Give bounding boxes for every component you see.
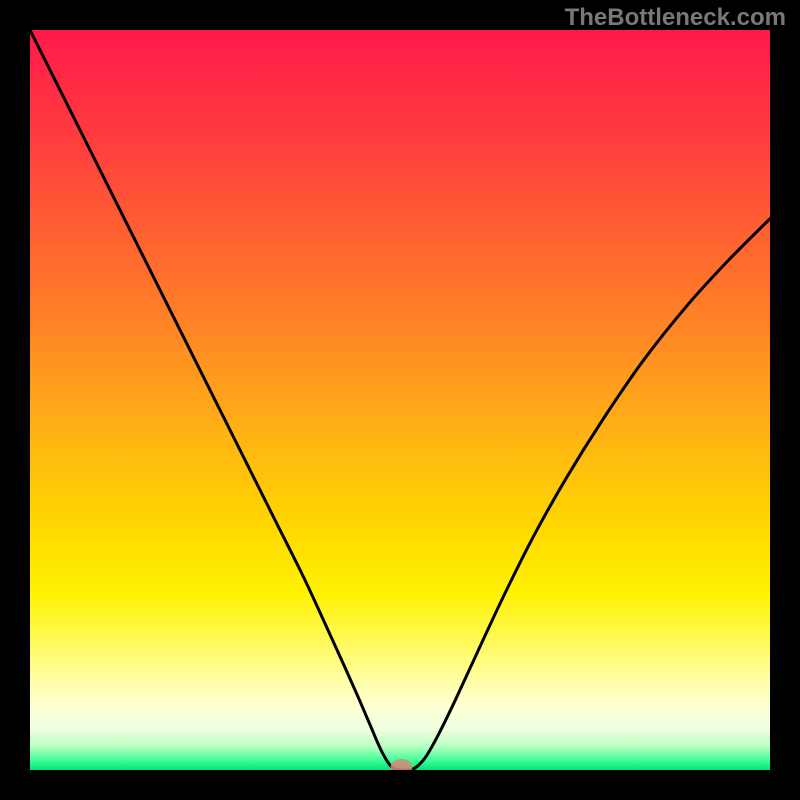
chart-container: TheBottleneck.com [0, 0, 800, 800]
gradient-background [30, 30, 770, 770]
bottleneck-chart [0, 0, 800, 800]
watermark-text: TheBottleneck.com [565, 4, 786, 32]
